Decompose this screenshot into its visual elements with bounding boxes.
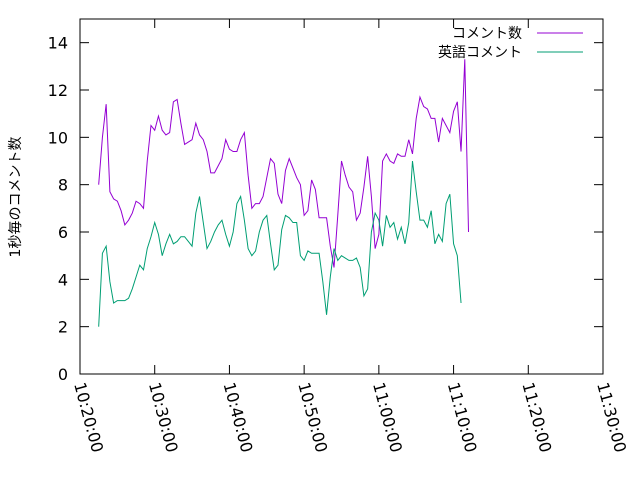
y-tick-label: 14 xyxy=(48,34,68,53)
x-tick-label: 11:30:00 xyxy=(593,380,630,454)
y-tick-label: 6 xyxy=(58,223,68,242)
plot-frame xyxy=(79,18,604,375)
y-axis-label: 1秒毎のコメント数 xyxy=(8,137,24,258)
x-tick-label: 10:20:00 xyxy=(70,380,107,454)
x-tick-label: 10:40:00 xyxy=(220,380,257,454)
y-tick-label: 2 xyxy=(58,318,68,337)
y-tick-label: 4 xyxy=(58,270,68,289)
x-tick-label: 10:50:00 xyxy=(294,380,331,454)
x-tick-label: 10:30:00 xyxy=(145,380,182,454)
x-tick-label: 11:10:00 xyxy=(444,380,481,454)
legend-label-1: コメント数 xyxy=(452,26,522,42)
axes: 0 2 4 6 8 10 12 14 10:20:00 10:30:00 10:40:00 10:50… xyxy=(48,18,630,454)
series-line-1 xyxy=(98,59,470,268)
x-tick-label: 11:00:00 xyxy=(369,380,406,454)
y-tick-label: 10 xyxy=(48,128,68,147)
y-tick-label: 0 xyxy=(58,365,68,384)
legend-label-2: 英語コメント xyxy=(438,44,522,61)
y-tick-label: 12 xyxy=(48,81,68,100)
x-tick-label: 11:20:00 xyxy=(518,380,555,454)
series-line-2 xyxy=(98,160,462,327)
series-lines xyxy=(98,59,470,327)
y-axis-label-group: 1秒毎のコメント数 xyxy=(8,137,24,258)
y-tick-label: 8 xyxy=(58,176,68,195)
